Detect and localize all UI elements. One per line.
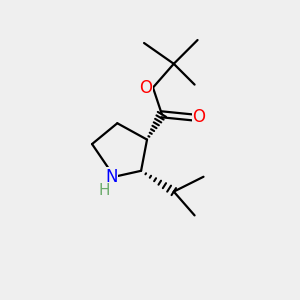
Text: O: O [139, 79, 152, 97]
Text: N: N [105, 168, 118, 186]
Text: O: O [193, 108, 206, 126]
Text: H: H [98, 183, 110, 198]
